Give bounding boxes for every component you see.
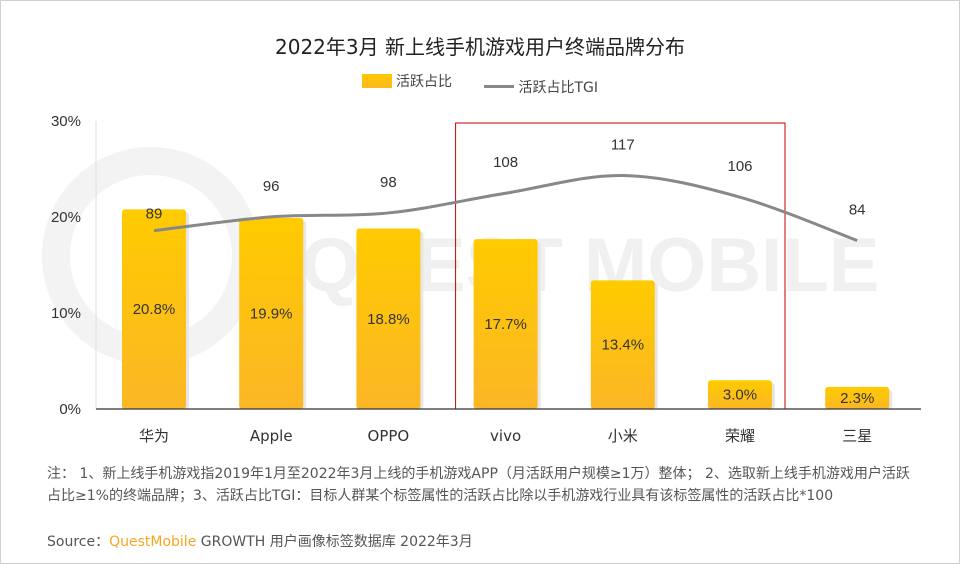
y-tick-label: 10% (51, 305, 81, 322)
bar-value-label: 18.8% (367, 311, 410, 328)
x-tick-label: Apple (250, 427, 293, 445)
x-tick-label: OPPO (368, 427, 410, 445)
bar-value-label: 19.9% (250, 305, 293, 322)
bar-value-label: 17.7% (484, 316, 527, 333)
bar-value-label: 2.3% (840, 390, 874, 407)
tgi-value-label: 98 (380, 174, 397, 191)
footnote: 注： 1、新上线手机游戏指2019年1月至2022年3月上线的手机游戏APP（月… (47, 466, 910, 504)
bar-value-label: 3.0% (723, 387, 757, 404)
y-tick-label: 30% (51, 113, 81, 130)
source-brand: QuestMobile (109, 534, 197, 550)
y-tick-label: 20% (51, 209, 81, 226)
bar (239, 217, 304, 409)
bar (825, 386, 890, 409)
tgi-value-label: 96 (263, 178, 280, 195)
bar (122, 209, 186, 409)
x-tick-label: 三星 (842, 427, 872, 445)
x-tick-label: vivo (490, 427, 521, 445)
tgi-value-label: 106 (727, 158, 752, 175)
tgi-value-label: 84 (849, 202, 866, 219)
legend-swatch-line (484, 85, 515, 88)
bar (590, 280, 655, 409)
legend-item-line: 活跃占比TGI (484, 77, 598, 97)
bar (356, 228, 421, 409)
bar (473, 239, 538, 409)
legend: 活跃占比 活跃占比TGI (1, 71, 959, 97)
bar (708, 380, 772, 409)
source-label: Source： (47, 534, 110, 550)
tgi-value-label: 108 (493, 154, 518, 171)
legend-label: 活跃占比TGI (518, 79, 598, 96)
x-tick-label: 荣耀 (725, 427, 755, 445)
bar-value-label: 20.8% (133, 301, 176, 318)
bar-value-label: 13.4% (602, 337, 645, 354)
source-line: Source：QuestMobile GROWTH 用户画像标签数据库 2022… (47, 531, 473, 551)
tgi-line (153, 174, 858, 242)
tgi-value-label: 89 (146, 206, 163, 223)
source-text: GROWTH 用户画像标签数据库 2022年3月 (196, 534, 473, 550)
legend-swatch-bar (362, 74, 392, 88)
legend-label: 活跃占比 (396, 74, 452, 90)
tgi-value-label: 117 (611, 137, 635, 154)
y-tick-label: 0% (59, 401, 81, 418)
x-tick-label: 华为 (139, 427, 169, 445)
legend-item-bar: 活跃占比 (362, 71, 452, 91)
x-tick-label: 小米 (608, 427, 638, 445)
chart-title: 2022年3月 新上线手机游戏用户终端品牌分布 (275, 35, 685, 59)
